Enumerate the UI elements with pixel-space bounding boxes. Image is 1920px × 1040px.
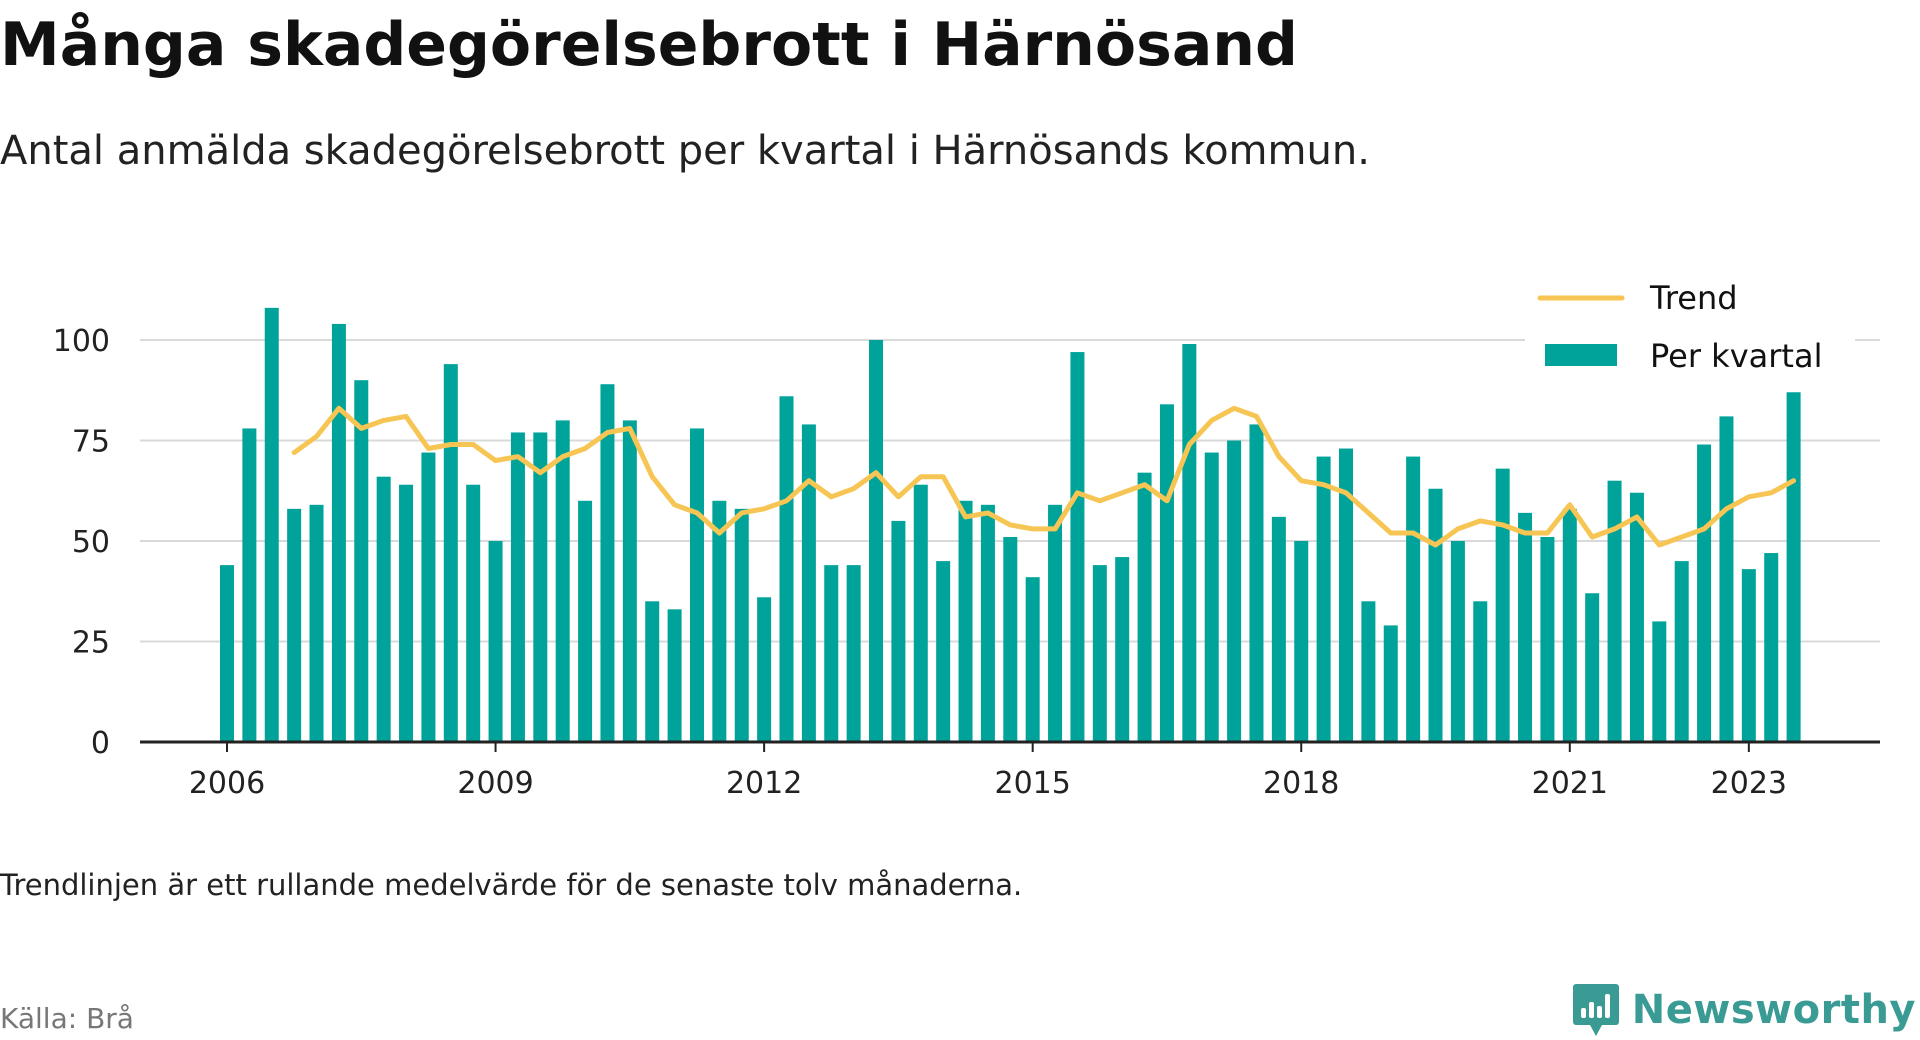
bar xyxy=(869,340,884,742)
bar xyxy=(1361,601,1376,742)
bar xyxy=(510,432,525,742)
source-label: Källa: Brå xyxy=(0,1002,134,1035)
bar xyxy=(1428,488,1443,742)
bar xyxy=(1786,392,1801,742)
bar xyxy=(958,500,973,742)
bar xyxy=(376,476,391,742)
chart-note: Trendlinjen är ett rullande medelvärde f… xyxy=(0,868,1023,902)
bar xyxy=(846,565,861,742)
x-tick-label: 2009 xyxy=(457,766,533,801)
bar xyxy=(1495,468,1510,742)
legend-trend-label: Trend xyxy=(1649,279,1738,317)
bar xyxy=(1294,541,1309,742)
bar xyxy=(1092,565,1107,742)
bar xyxy=(1025,577,1040,742)
bar xyxy=(1339,448,1353,742)
bar xyxy=(779,396,794,742)
bar xyxy=(220,565,234,742)
y-tick-label: 100 xyxy=(53,324,110,359)
bar xyxy=(242,428,257,742)
legend: Trend Per kvartal xyxy=(1525,270,1855,384)
bar xyxy=(1227,440,1242,742)
x-axis-ticks: 2006 2009 2012 2015 2018 2021 2023 xyxy=(189,742,1787,801)
bar xyxy=(443,364,458,742)
x-tick-label: 2018 xyxy=(1263,766,1339,801)
bar xyxy=(399,484,414,742)
bar xyxy=(578,500,593,742)
x-tick-label: 2023 xyxy=(1711,766,1787,801)
y-tick-label: 50 xyxy=(72,525,110,560)
bar xyxy=(1697,444,1712,742)
bar xyxy=(1607,480,1622,742)
bar xyxy=(1182,344,1197,742)
bar xyxy=(1518,512,1533,742)
x-tick-label: 2012 xyxy=(726,766,802,801)
bar-series xyxy=(220,307,1801,742)
bar xyxy=(734,508,749,742)
bar xyxy=(354,380,369,742)
bar xyxy=(913,484,928,742)
bar xyxy=(980,504,995,742)
bar xyxy=(331,323,346,742)
bar xyxy=(667,609,682,742)
bar xyxy=(309,504,324,742)
bar xyxy=(466,484,481,742)
legend-bar-swatch xyxy=(1545,344,1617,366)
bar xyxy=(801,424,816,742)
bar xyxy=(1271,516,1286,742)
bar xyxy=(264,307,279,742)
bar xyxy=(689,428,704,742)
bar xyxy=(1137,472,1152,742)
bar xyxy=(1048,504,1063,742)
bar xyxy=(1719,416,1734,742)
x-tick-label: 2021 xyxy=(1532,766,1608,801)
bar xyxy=(1249,424,1264,742)
y-tick-label: 25 xyxy=(72,626,110,661)
bar xyxy=(1585,593,1600,742)
bar xyxy=(936,561,951,742)
bar xyxy=(622,420,637,742)
bar xyxy=(1383,625,1398,742)
bar xyxy=(1652,621,1667,742)
x-tick-label: 2015 xyxy=(995,766,1071,801)
bar xyxy=(824,565,839,742)
trend-line xyxy=(291,405,1797,548)
bar xyxy=(1204,452,1219,742)
newsworthy-logo-icon xyxy=(1572,984,1619,1036)
brand-name: Newsworthy xyxy=(1631,987,1916,1033)
chart: 2006 2009 2012 2015 2018 2021 2023 0255075100 … xyxy=(53,270,1880,801)
bar xyxy=(555,420,570,742)
bar xyxy=(1115,557,1130,742)
bar xyxy=(1406,456,1421,742)
x-tick-label: 2006 xyxy=(189,766,265,801)
bar xyxy=(1003,536,1018,742)
bar xyxy=(1629,492,1644,742)
brand-logo: Newsworthy xyxy=(1572,980,1916,1040)
bar xyxy=(712,500,727,742)
legend-bar-label: Per kvartal xyxy=(1650,337,1822,375)
bar xyxy=(757,597,772,742)
bar xyxy=(1159,404,1174,742)
bar xyxy=(891,520,906,742)
bar xyxy=(1316,456,1331,742)
chart-title: Många skadegörelsebrott i Härnösand xyxy=(0,10,1298,80)
bar xyxy=(1450,541,1465,742)
y-axis-ticks: 0 25 50 75 100 xyxy=(53,324,110,761)
bar xyxy=(600,384,615,742)
bar xyxy=(1741,569,1756,742)
bar xyxy=(1562,508,1577,742)
bar xyxy=(421,452,436,742)
bar xyxy=(1070,352,1085,742)
bar xyxy=(1674,561,1689,742)
bar xyxy=(1473,601,1488,742)
bar xyxy=(645,601,660,742)
chart-subtitle: Antal anmälda skadegörelsebrott per kvar… xyxy=(0,128,1370,174)
bar xyxy=(1540,536,1555,742)
y-tick-label: 0 xyxy=(91,726,110,761)
bar xyxy=(533,432,548,742)
bar xyxy=(1764,553,1779,742)
y-tick-label: 75 xyxy=(72,425,110,460)
bar xyxy=(287,508,302,742)
bar xyxy=(488,541,503,742)
